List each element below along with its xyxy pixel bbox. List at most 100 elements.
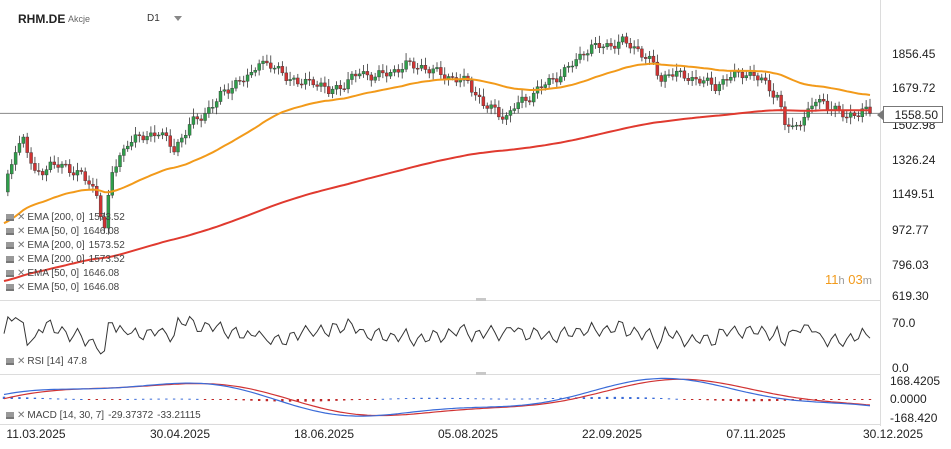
candle-body — [145, 136, 149, 141]
candle-body — [261, 60, 265, 64]
candle-body — [667, 74, 671, 76]
macd-histogram-bar — [567, 397, 570, 399]
candle-body — [17, 143, 22, 153]
candle-body — [87, 180, 91, 185]
legend-price-indicator[interactable]: ✕ EMA [50, 0] 1646.08 — [6, 226, 119, 237]
legend-rsi-label: RSI [14] — [27, 356, 64, 367]
candle-body — [698, 78, 702, 84]
candle-body — [497, 107, 501, 118]
macd-histogram-bar — [87, 399, 91, 400]
candle-body — [234, 80, 238, 89]
candle-body — [91, 183, 95, 187]
candle-body — [292, 77, 296, 80]
candle-body — [276, 66, 281, 69]
date-axis-label: 11.03.2025 — [6, 427, 65, 441]
symbol-label[interactable]: RHM.DE — [18, 12, 66, 26]
candle-body — [821, 99, 826, 102]
candle-body — [373, 76, 377, 81]
candle-body — [129, 142, 134, 147]
candle-body — [794, 124, 799, 127]
candle-body — [207, 107, 211, 114]
legend-price-indicator[interactable]: ✕ EMA [50, 0] 1646.08 — [6, 268, 119, 279]
candle-body — [365, 71, 370, 76]
indicator-remove-icon[interactable]: ✕ — [17, 212, 26, 223]
candle-body — [562, 67, 567, 77]
indicator-settings-icon[interactable] — [6, 411, 14, 419]
candle-body — [149, 132, 153, 137]
indicator-remove-icon[interactable]: ✕ — [17, 282, 26, 293]
indicator-remove-icon[interactable]: ✕ — [17, 268, 26, 279]
macd-histogram-bar — [458, 397, 462, 399]
legend-price-indicator[interactable]: ✕ EMA [200, 0] 1573.52 — [6, 240, 125, 251]
legend-macd[interactable]: ✕ MACD [14, 30, 7] -29.37372 -33.21115 — [6, 410, 201, 421]
candle-body — [655, 61, 660, 76]
legend-indicator-value: 1573.52 — [88, 254, 125, 265]
indicator-remove-icon[interactable]: ✕ — [17, 410, 26, 421]
indicator-settings-icon[interactable] — [6, 241, 14, 249]
candle-body — [133, 134, 138, 143]
candle-body — [404, 60, 408, 70]
indicator-remove-icon[interactable]: ✕ — [17, 226, 26, 237]
macd-histogram-bar — [273, 399, 276, 402]
macd-histogram-bar — [745, 399, 748, 402]
legend-rsi[interactable]: ✕ RSI [14] 47.8 — [6, 356, 87, 367]
price-axis-label: 1679.72 — [892, 81, 936, 95]
indicator-remove-icon[interactable]: ✕ — [17, 356, 26, 367]
macd-histogram-bar — [466, 398, 470, 400]
candle-body — [249, 72, 254, 76]
candle-body — [226, 89, 230, 94]
timeframe-selector[interactable]: D1 — [147, 13, 160, 24]
indicator-settings-icon[interactable] — [6, 269, 14, 277]
macd-histogram-bar — [366, 399, 369, 400]
candle-body — [346, 79, 350, 90]
candle-body — [686, 78, 690, 81]
candle-countdown: 11h 03m — [825, 272, 872, 287]
candle-body — [199, 118, 203, 121]
candle-body — [458, 80, 462, 83]
macd-histogram-bar — [582, 397, 586, 399]
macd-histogram-bar — [729, 399, 733, 402]
candle-body — [783, 106, 787, 125]
candle-body — [818, 99, 822, 103]
candle-body — [10, 164, 14, 175]
date-axis-label: 30.12.2025 — [863, 427, 923, 441]
indicator-settings-icon[interactable] — [6, 255, 14, 263]
indicator-settings-icon[interactable] — [6, 227, 14, 235]
macd-histogram-bar — [768, 399, 771, 402]
indicator-settings-icon[interactable] — [6, 357, 14, 365]
rsi-axis-label: 70.0 — [892, 316, 916, 330]
legend-price-indicator[interactable]: ✕ EMA [200, 0] 1573.52 — [6, 212, 125, 223]
macd-histogram-bar — [335, 399, 338, 401]
macd-histogram-bar — [25, 397, 29, 399]
indicator-settings-icon[interactable] — [6, 213, 14, 221]
candle-body — [547, 78, 551, 85]
candle-body — [574, 59, 578, 67]
macd-histogram-bar — [513, 398, 516, 400]
legend-price-indicator[interactable]: ✕ EMA [200, 0] 1573.52 — [6, 254, 125, 265]
candle-body — [126, 145, 130, 150]
candle-body — [350, 73, 354, 80]
indicator-remove-icon[interactable]: ✕ — [17, 240, 26, 251]
countdown-hours: 11 — [825, 272, 839, 287]
candle-body — [83, 171, 87, 181]
macd-histogram-bar — [590, 397, 593, 399]
macd-axis-label: 168.4205 — [890, 374, 940, 388]
ema50-line — [3, 62, 871, 225]
candle-body — [385, 72, 389, 77]
candle-body — [609, 43, 613, 47]
indicator-remove-icon[interactable]: ✕ — [17, 254, 26, 265]
macd-histogram-bar — [350, 399, 354, 401]
macd-histogram-bar — [288, 399, 292, 402]
macd-histogram-bar — [397, 398, 400, 400]
candle-body — [60, 163, 64, 168]
timeframe-dropdown-icon[interactable] — [174, 16, 182, 21]
candle-body — [156, 134, 161, 137]
indicator-settings-icon[interactable] — [6, 283, 14, 291]
candle-body — [33, 163, 37, 171]
macd-histogram-bar — [667, 398, 671, 400]
legend-price-indicator[interactable]: ✕ EMA [50, 0] 1646.08 — [6, 282, 119, 293]
macd-histogram-bar — [242, 399, 245, 401]
macd-histogram-bar — [80, 398, 83, 400]
candle-body — [748, 72, 752, 76]
